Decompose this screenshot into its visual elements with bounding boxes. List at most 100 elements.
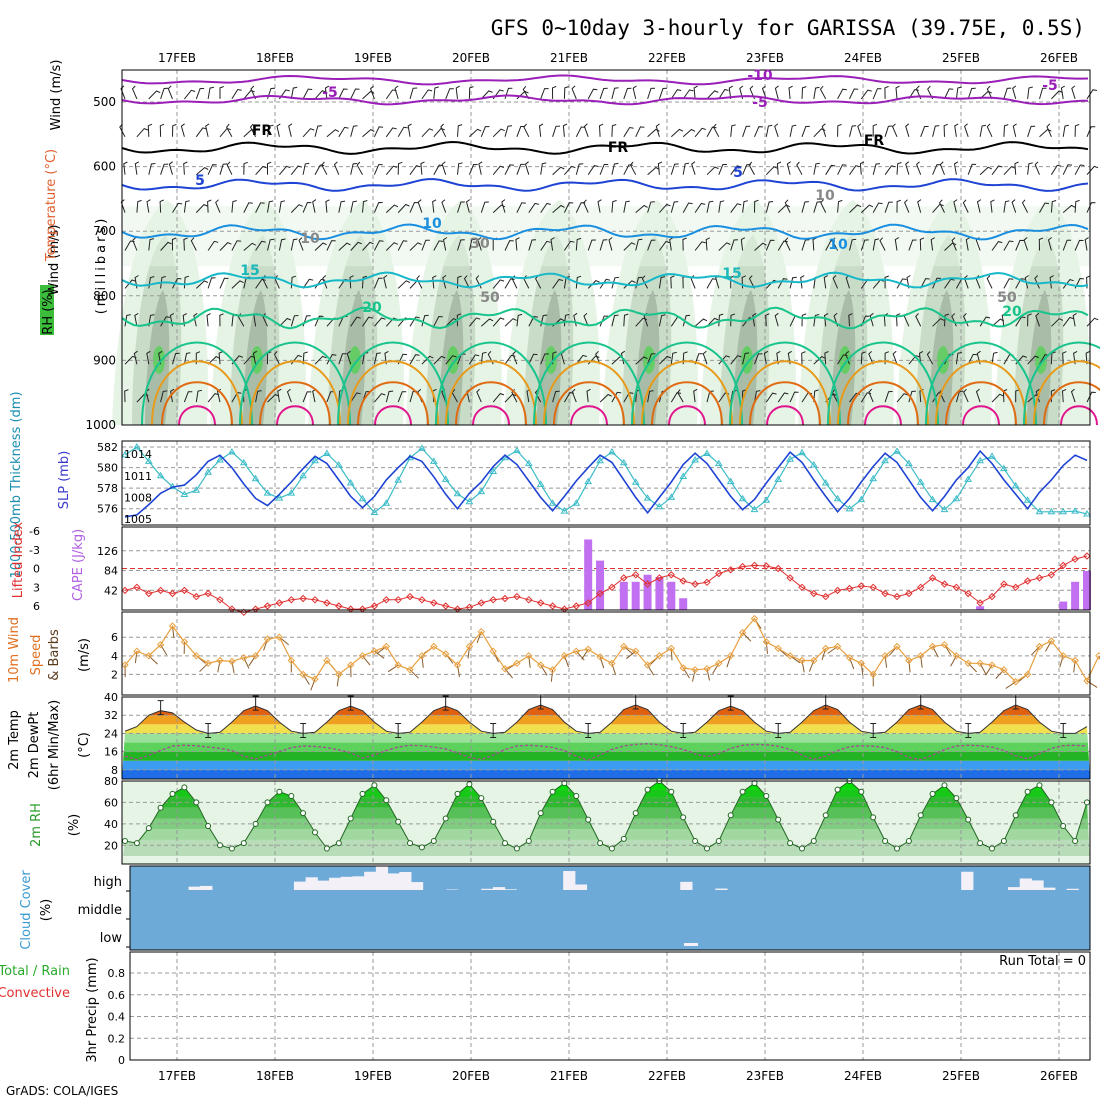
wind-speed-marker xyxy=(1059,652,1067,660)
wind-barb xyxy=(641,275,649,289)
wind-barb xyxy=(895,313,901,327)
contour-label: 20 xyxy=(362,300,382,316)
wind-barb xyxy=(279,317,292,327)
wind-barb xyxy=(338,242,351,251)
wind-barb xyxy=(480,318,494,327)
wind-barb xyxy=(1035,388,1040,403)
wind-label-a: 10m Wind xyxy=(7,617,22,683)
slp-marker xyxy=(156,471,165,479)
wind-barb xyxy=(374,317,386,327)
bl-isotherm-arch xyxy=(357,381,429,426)
li-marker xyxy=(655,574,664,582)
wind-barb xyxy=(892,350,898,365)
bl-isotherm-arch xyxy=(239,341,351,426)
wind-barb xyxy=(267,200,274,213)
wind-barb xyxy=(1027,313,1032,327)
wind-barb xyxy=(819,85,827,100)
wind-barb xyxy=(255,390,262,403)
wind-barb xyxy=(765,239,775,251)
wind-barb xyxy=(1074,164,1085,175)
y-tick-label-right: 1005 xyxy=(124,513,152,526)
wind-barb xyxy=(742,125,751,137)
wind-barb xyxy=(635,126,645,138)
wind-barb xyxy=(193,312,198,327)
li-marker xyxy=(821,592,830,601)
wind-barb xyxy=(599,393,612,403)
wind-barb xyxy=(1049,275,1054,289)
wind-barb xyxy=(740,237,746,251)
li-label: Lifted Index xyxy=(11,521,26,598)
bl-isotherm-arch xyxy=(141,341,253,426)
wind-barb xyxy=(540,88,549,100)
wind-label-c: & Barbs xyxy=(47,629,62,681)
rh-marker xyxy=(905,838,912,844)
slp-marker xyxy=(275,494,284,501)
slp-marker xyxy=(774,475,783,482)
wind-barb xyxy=(350,200,357,213)
y-tick-label: 40 xyxy=(104,691,118,704)
wind-barb xyxy=(207,356,220,365)
bl-isotherm-arch xyxy=(161,381,233,426)
wind-barb xyxy=(433,127,445,138)
cape-bar xyxy=(1059,601,1068,610)
temp-units: (°C) xyxy=(77,732,92,758)
wind-speed-marker xyxy=(168,622,177,630)
isotherm-5 xyxy=(121,178,1089,192)
wind-speed-marker xyxy=(810,656,818,665)
wind-barb xyxy=(421,128,434,138)
wind-barb xyxy=(915,313,922,327)
wind-barb xyxy=(171,237,177,251)
wind-speed-marker xyxy=(1095,652,1100,660)
panel-frame xyxy=(121,696,1091,780)
panel-frame xyxy=(121,440,1091,526)
wind-barb xyxy=(552,390,560,403)
li-marker xyxy=(798,583,806,592)
slp-marker xyxy=(228,448,236,455)
wind-barb xyxy=(477,237,482,251)
wind-speed-marker xyxy=(845,653,854,662)
wind-barb xyxy=(587,165,599,175)
bl-isotherm-arch xyxy=(847,381,919,426)
wind-barb xyxy=(991,165,1003,175)
wind-barb xyxy=(712,123,720,138)
rh-marker xyxy=(193,799,200,806)
wind-barb xyxy=(433,355,446,365)
bl-isotherm-arch xyxy=(249,360,341,426)
wind-barb xyxy=(647,390,654,403)
wind-barb xyxy=(575,163,584,175)
wind-barb xyxy=(1072,312,1077,327)
wind-barb xyxy=(927,85,934,100)
wind-barb xyxy=(146,350,151,365)
slp-marker xyxy=(1000,464,1008,472)
wind-speed-marker xyxy=(881,652,889,660)
wind-barb xyxy=(860,89,872,100)
li-marker xyxy=(168,589,177,598)
wind-barb xyxy=(706,166,719,176)
date-label-bottom: 21FEB xyxy=(550,1069,588,1083)
contour-label: -5 xyxy=(752,95,768,111)
wind-barb xyxy=(718,200,725,213)
li-marker xyxy=(952,583,961,592)
rh-marker xyxy=(537,810,544,817)
contour-label: 5 xyxy=(195,173,205,189)
li-marker xyxy=(477,599,486,607)
wind-barb xyxy=(397,391,407,403)
wind-barb xyxy=(160,390,168,403)
wind-barb xyxy=(350,241,362,251)
wind-barb xyxy=(132,237,138,251)
isotherm-minus10 xyxy=(121,74,1089,86)
date-label-bottom: 24FEB xyxy=(844,1069,882,1083)
wind-barb xyxy=(290,238,298,251)
wind-barb xyxy=(1015,239,1025,251)
wind-barb xyxy=(1038,237,1044,251)
y-tick-label-right: 1014 xyxy=(124,448,152,461)
wind-barb xyxy=(492,128,505,138)
y-tick-label: 4 xyxy=(111,650,118,663)
wind-barb xyxy=(669,237,674,251)
wind-barb xyxy=(407,123,412,137)
wind-barb xyxy=(290,165,303,176)
wind-barb xyxy=(837,199,843,213)
bl-isotherm-arch xyxy=(1023,341,1100,426)
wind-barb xyxy=(752,312,757,327)
wind-barb xyxy=(813,162,820,175)
